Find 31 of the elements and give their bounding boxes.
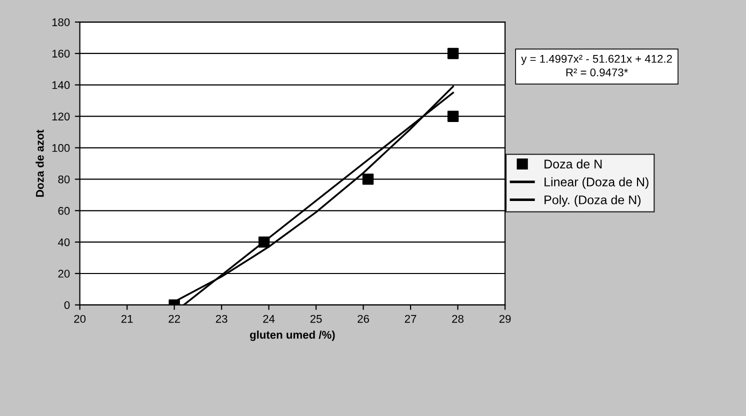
- x-tick-label: 23: [216, 314, 228, 323]
- x-tick-label: 28: [452, 314, 464, 323]
- x-tick-label: 21: [121, 314, 133, 323]
- y-tick-label: 180: [52, 18, 70, 26]
- x-tick-label: 27: [404, 314, 416, 323]
- y-tick-label: 140: [52, 81, 70, 90]
- point: [258, 236, 270, 248]
- point: [447, 48, 459, 60]
- x-tick-label: 29: [499, 314, 511, 323]
- point: [362, 174, 374, 185]
- x-tick-label: 25: [310, 314, 322, 323]
- y-tick-label: 40: [58, 238, 70, 246]
- x-tick-label: 20: [74, 314, 86, 323]
- x-tick-label: 26: [358, 314, 369, 323]
- text: R² = 0.9473*: [566, 68, 628, 76]
- y-tick-label: 60: [58, 206, 70, 215]
- y-tick-label: 20: [58, 270, 70, 278]
- y-axis-title: Doza de azot: [36, 130, 44, 197]
- text: y = 1.4997x² - 51.621x + 412.2: [521, 54, 672, 65]
- x-tick-label: 22: [168, 314, 180, 323]
- point: [447, 110, 459, 122]
- y-tick-label: 120: [52, 112, 70, 120]
- x-tick-label: 24: [263, 314, 275, 323]
- y-tick-label: 0: [64, 301, 70, 310]
- x-axis-title: gluten umed /%): [250, 330, 335, 341]
- legend-label: Doza de N: [544, 159, 602, 168]
- legend-label: Poly. (Doza de N): [544, 195, 641, 207]
- legend-label: Linear (Doza de N): [544, 177, 648, 189]
- y-tick-label: 80: [58, 175, 70, 184]
- y-tick-label: 160: [52, 50, 70, 58]
- y-tick-label: 100: [52, 144, 70, 152]
